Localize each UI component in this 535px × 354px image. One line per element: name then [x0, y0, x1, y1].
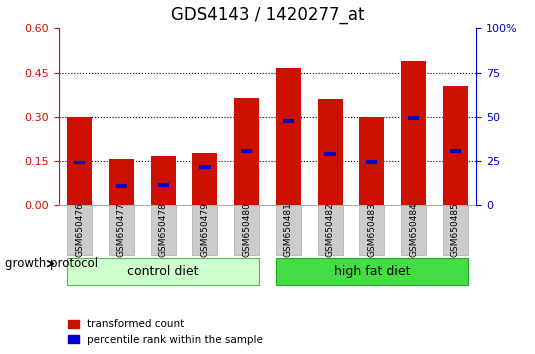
Text: GSM650485: GSM650485 [451, 202, 460, 257]
Bar [234, 205, 259, 255]
Text: control diet: control diet [127, 265, 199, 278]
Bar [151, 156, 175, 205]
Bar [116, 184, 127, 188]
Text: GSM650483: GSM650483 [368, 202, 376, 257]
Bar [443, 86, 468, 205]
Text: GSM650484: GSM650484 [409, 202, 418, 257]
Bar [241, 149, 253, 153]
Bar [401, 205, 426, 255]
Bar [67, 258, 259, 285]
Text: GSM650481: GSM650481 [284, 202, 293, 257]
Bar [276, 258, 468, 285]
Bar [193, 205, 217, 255]
Bar [234, 98, 259, 205]
Text: GSM650479: GSM650479 [201, 202, 209, 257]
Bar [67, 117, 92, 205]
Bar [276, 68, 301, 205]
Bar [109, 205, 134, 255]
Bar [449, 149, 461, 153]
Bar [408, 116, 419, 120]
Bar [401, 61, 426, 205]
Bar [282, 119, 294, 123]
Bar [157, 183, 169, 187]
Bar [109, 159, 134, 205]
Text: GSM650480: GSM650480 [242, 202, 251, 257]
Text: GSM650482: GSM650482 [326, 202, 334, 257]
Bar [360, 117, 384, 205]
Text: GSM650477: GSM650477 [117, 202, 126, 257]
Bar [360, 205, 384, 255]
Title: GDS4143 / 1420277_at: GDS4143 / 1420277_at [171, 6, 364, 24]
Bar [318, 205, 342, 255]
Text: growth protocol: growth protocol [5, 257, 98, 270]
Bar [67, 205, 92, 255]
Text: GSM650476: GSM650476 [75, 202, 84, 257]
Bar [276, 205, 301, 255]
Text: high fat diet: high fat diet [334, 265, 410, 278]
Bar [151, 205, 175, 255]
Bar [318, 99, 342, 205]
Bar [366, 160, 378, 164]
Bar [443, 205, 468, 255]
Legend: transformed count, percentile rank within the sample: transformed count, percentile rank withi… [64, 315, 267, 349]
Bar [74, 161, 86, 165]
Bar [199, 165, 211, 169]
Bar [193, 153, 217, 205]
Bar [324, 152, 336, 156]
Text: GSM650478: GSM650478 [159, 202, 167, 257]
